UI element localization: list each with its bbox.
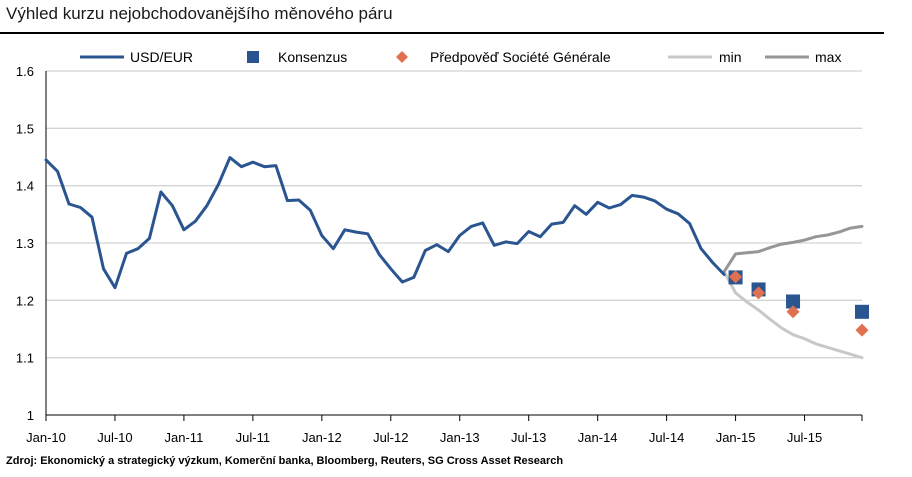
y-tick-label: 1.3 — [16, 236, 34, 251]
grid-layer — [46, 70, 862, 359]
series-line-usd-eur — [44, 156, 726, 290]
y-tick-label: 1.6 — [16, 64, 34, 79]
legend-label-usd-eur: USD/EUR — [130, 49, 193, 65]
axis-layer: 1 1.1 1.2 1.3 1.4 1.5 1.6 Jan-10 Jul-10 Jan-11 Jul… — [16, 64, 863, 445]
legend-swatch-sg-forecast — [396, 51, 408, 63]
legend-label-max: max — [815, 49, 841, 65]
x-tick-label: Jan-14 — [578, 430, 618, 445]
sg-forecast-marker — [786, 305, 800, 319]
series-line-max — [722, 224, 864, 274]
legend: USD/EUR Konsenzus Předpověď Société Généra… — [80, 49, 841, 65]
konsenzus-marker — [786, 294, 801, 309]
sg-forecast-marker — [729, 270, 743, 284]
chart-title: Výhled kurzu nejobchodovanějšího měnovéh… — [6, 4, 393, 23]
y-tick-label: 1 — [27, 408, 34, 423]
konsenzus-marker — [855, 304, 869, 319]
legend-label-sg-forecast: Předpověď Société Générale — [430, 49, 611, 65]
x-tick-label: Jul-11 — [236, 430, 270, 445]
x-tick-label: Jul-15 — [787, 430, 822, 445]
legend-label-konsenzus: Konsenzus — [278, 49, 347, 65]
x-tick-label: Jul-12 — [373, 430, 408, 445]
title-rule — [0, 32, 884, 34]
x-tick-label: Jan-13 — [440, 430, 480, 445]
x-tick-label: Jan-12 — [302, 430, 342, 445]
sg-forecast-marker — [855, 323, 869, 337]
y-tick-label: 1.2 — [16, 293, 34, 308]
x-tick-label: Jan-11 — [165, 430, 204, 445]
x-tick-label: Jan-10 — [26, 430, 66, 445]
x-tick-label: Jul-13 — [511, 430, 546, 445]
legend-label-min: min — [719, 49, 742, 65]
y-tick-label: 1.4 — [16, 179, 34, 194]
source-note: Zdroj: Ekonomický a strategický výzkum, … — [6, 455, 564, 467]
x-tick-label: Jul-14 — [649, 430, 684, 445]
series-layer — [44, 156, 869, 360]
x-tick-label: Jan-15 — [716, 430, 756, 445]
y-tick-label: 1.5 — [16, 121, 34, 136]
legend-swatch-konsenzus — [247, 51, 259, 63]
x-tick-label: Jul-10 — [97, 430, 132, 445]
series-line-min — [722, 270, 864, 360]
sg-forecast-marker — [752, 286, 766, 300]
y-tick-label: 1.1 — [16, 351, 34, 366]
